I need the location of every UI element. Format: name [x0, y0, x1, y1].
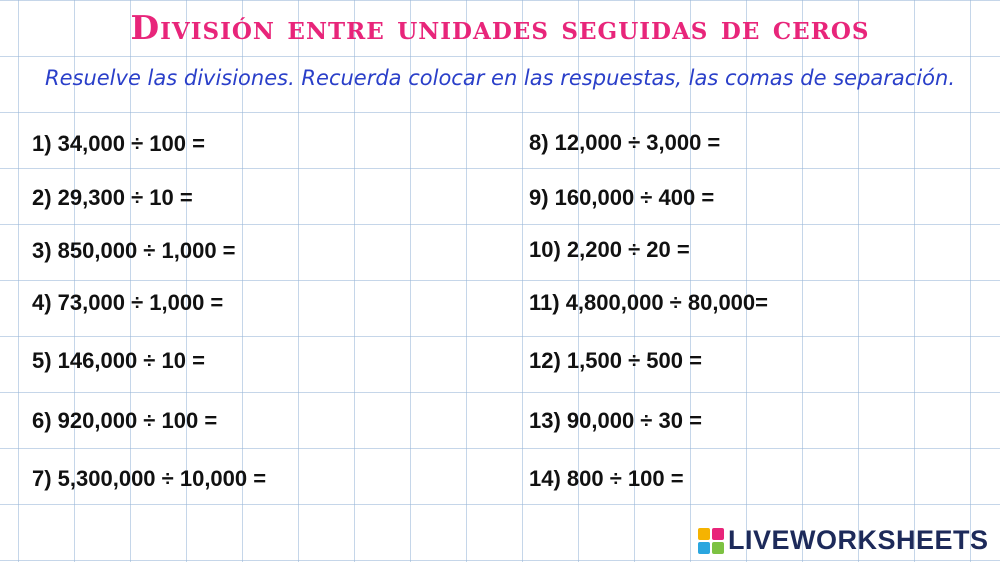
problem-13: 13) 90,000 ÷ 30 =	[529, 408, 702, 433]
problem-10: 10) 2,200 ÷ 20 =	[529, 237, 690, 262]
problem-12: 12) 1,500 ÷ 500 =	[529, 348, 702, 373]
problem-3: 3) 850,000 ÷ 1,000 =	[32, 238, 236, 263]
problem-2: 2) 29,300 ÷ 10 =	[32, 185, 193, 210]
logo-square-blue	[698, 541, 710, 554]
logo-square-pink	[712, 527, 724, 540]
problem-5: 5) 146,000 ÷ 10 =	[32, 348, 205, 373]
logo-text: LIVEWORKSHEETS	[728, 525, 989, 555]
problem-14: 14) 800 ÷ 100 =	[529, 466, 684, 491]
problem-4: 4) 73,000 ÷ 1,000 =	[32, 290, 224, 315]
problem-9: 9) 160,000 ÷ 400 =	[529, 185, 715, 210]
liveworksheets-logo-icon	[698, 527, 724, 554]
problem-6: 6) 920,000 ÷ 100 =	[32, 408, 218, 433]
problem-1: 1) 34,000 ÷ 100 =	[32, 131, 205, 156]
problem-11: 11) 4,800,000 ÷ 80,000=	[529, 290, 769, 315]
problem-7: 7) 5,300,000 ÷ 10,000 =	[32, 466, 267, 491]
problem-8: 8) 12,000 ÷ 3,000 =	[529, 130, 721, 155]
worksheet-instructions: Resuelve las divisiones. Recuerda coloca…	[45, 66, 955, 90]
liveworksheets-logo[interactable]: LIVEWORKSHEETS	[698, 525, 989, 556]
logo-square-green	[712, 541, 724, 554]
worksheet-title: División entre unidades seguidas de cero…	[130, 8, 870, 47]
logo-square-yellow	[698, 527, 710, 540]
